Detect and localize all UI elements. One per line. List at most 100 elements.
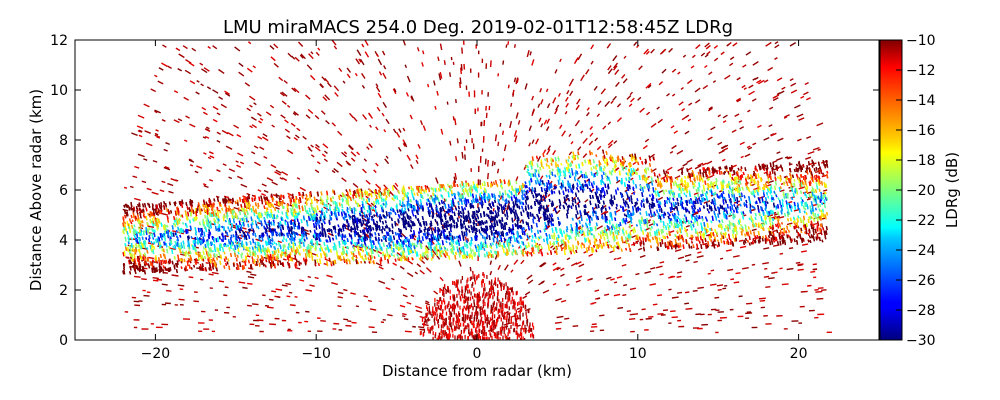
- speckle-mark: [406, 154, 411, 161]
- speckle-mark: [769, 106, 774, 110]
- speckle-mark: [326, 274, 333, 278]
- speckle-mark: [630, 177, 634, 181]
- speckle-mark: [152, 159, 158, 163]
- speckle-mark: [350, 292, 356, 295]
- speckle-mark: [333, 85, 340, 92]
- speckle-mark: [691, 54, 696, 59]
- speckle-mark: [460, 67, 462, 75]
- speckle-mark: [574, 119, 580, 127]
- speckle-mark: [555, 297, 562, 302]
- speckle-mark: [294, 56, 300, 62]
- speckle-mark: [283, 79, 288, 84]
- speckle-mark: [746, 145, 751, 149]
- speckle-mark: [556, 266, 561, 271]
- speckle-mark: [177, 67, 183, 72]
- speckle-mark: [469, 266, 472, 272]
- speckle-mark: [141, 278, 147, 281]
- speckle-mark: [606, 43, 612, 49]
- speckle-mark: [178, 53, 185, 59]
- speckle-mark: [748, 84, 754, 89]
- speckle-mark: [704, 64, 708, 69]
- speckle-mark: [643, 48, 649, 55]
- speckle-mark: [123, 186, 128, 189]
- speckle-mark: [314, 276, 319, 280]
- speckle-mark: [789, 78, 794, 82]
- speckle-mark: [458, 260, 462, 267]
- speckle-mark: [784, 114, 790, 118]
- speckle-mark: [590, 302, 595, 305]
- speckle-mark: [364, 40, 369, 46]
- speckle-mark: [559, 242, 565, 247]
- speckle-mark: [535, 138, 540, 145]
- speckle-mark: [695, 99, 701, 104]
- speckle-mark: [800, 95, 805, 99]
- speckle-mark: [443, 60, 446, 66]
- speckle-mark: [779, 252, 784, 255]
- speckle-mark: [216, 139, 221, 143]
- speckle-mark: [736, 98, 742, 103]
- speckle-mark: [402, 294, 408, 298]
- speckle-mark: [565, 102, 569, 108]
- speckle-mark: [783, 116, 788, 119]
- speckle-mark: [537, 103, 541, 108]
- speckle-mark: [645, 227, 651, 231]
- speckle-mark: [134, 197, 141, 201]
- speckle-mark: [510, 269, 514, 273]
- speckle-mark: [414, 271, 418, 275]
- speckle-mark: [463, 305, 468, 311]
- speckle-mark: [224, 286, 229, 289]
- speckle-mark: [271, 124, 275, 128]
- speckle-mark: [125, 256, 130, 259]
- speckle-mark: [282, 258, 287, 261]
- speckle-mark: [404, 64, 408, 69]
- speckle-mark: [815, 290, 823, 293]
- speckle-mark: [242, 286, 248, 289]
- speckle-mark: [156, 278, 163, 281]
- speckle-mark: [658, 81, 664, 86]
- speckle-mark: [331, 169, 336, 174]
- speckle-mark: [273, 62, 279, 68]
- speckle-mark: [505, 44, 508, 48]
- speckle-mark: [459, 77, 462, 85]
- speckle-mark: [788, 247, 794, 250]
- speckle-mark: [680, 86, 684, 90]
- speckle-mark: [697, 251, 702, 254]
- speckle-mark: [455, 99, 457, 104]
- speckle-mark: [607, 143, 613, 149]
- speckle-mark: [725, 249, 732, 252]
- speckle-mark: [315, 143, 320, 148]
- speckle-mark: [526, 50, 530, 58]
- speckle-mark: [409, 164, 414, 170]
- speckle-mark: [645, 317, 652, 320]
- speckle-mark: [671, 144, 677, 150]
- speckle-mark: [456, 138, 459, 144]
- speckle-mark: [478, 319, 483, 327]
- speckle-mark: [281, 91, 288, 97]
- speckle-mark: [637, 96, 642, 101]
- speckle-mark: [526, 274, 533, 280]
- speckle-mark: [122, 208, 129, 212]
- speckle-mark: [410, 96, 413, 100]
- speckle-mark: [294, 134, 300, 139]
- speckle-mark: [671, 296, 679, 299]
- speckle-mark: [578, 263, 585, 268]
- speckle-mark: [167, 65, 172, 70]
- speckle-mark: [425, 267, 432, 273]
- speckle-mark: [582, 137, 588, 144]
- speckle-mark: [776, 77, 783, 82]
- speckle-mark: [554, 108, 558, 115]
- speckle-mark: [650, 122, 657, 128]
- speckle-mark: [453, 176, 457, 184]
- speckle-mark: [188, 62, 195, 67]
- plot-area: [74, 39, 880, 341]
- speckle-mark: [570, 140, 574, 145]
- speckle-mark: [288, 291, 293, 294]
- speckle-mark: [454, 172, 458, 180]
- speckle-mark: [488, 198, 490, 203]
- speckle-mark: [610, 278, 615, 281]
- speckle-mark: [280, 114, 286, 119]
- speckle-mark: [662, 309, 669, 312]
- speckle-mark: [471, 295, 474, 300]
- speckle-mark: [342, 80, 346, 84]
- speckle-mark: [729, 56, 735, 61]
